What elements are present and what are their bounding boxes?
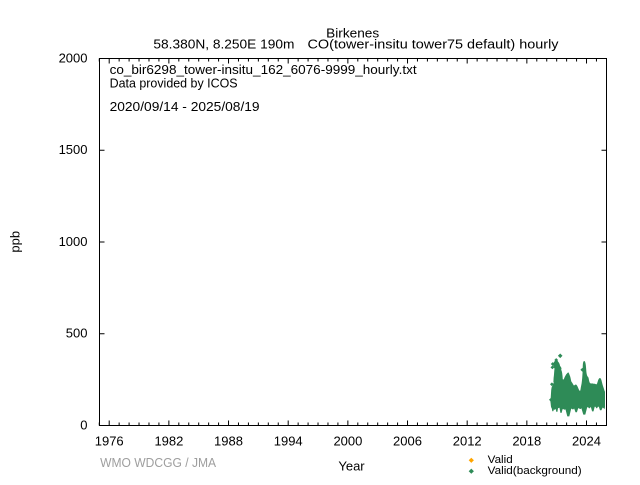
svg-text:2006: 2006 [393, 434, 422, 449]
svg-text:Birkenes: Birkenes [326, 26, 380, 41]
svg-text:500: 500 [66, 326, 88, 341]
svg-text:1982: 1982 [154, 434, 183, 449]
svg-text:Valid(background): Valid(background) [488, 465, 582, 477]
svg-text:2000: 2000 [333, 434, 362, 449]
svg-text:2018: 2018 [512, 434, 541, 449]
svg-text:2024: 2024 [572, 434, 601, 449]
svg-text:1000: 1000 [59, 234, 88, 249]
svg-text:Data provided by ICOS: Data provided by ICOS [110, 75, 238, 90]
svg-text:Year: Year [338, 458, 365, 473]
svg-text:1500: 1500 [59, 142, 88, 157]
svg-text:0: 0 [80, 417, 87, 432]
svg-text:WMO WDCGG / JMA: WMO WDCGG / JMA [100, 455, 216, 470]
svg-text:1988: 1988 [214, 434, 243, 449]
svg-text:co_bir6298_tower-insitu_162_60: co_bir6298_tower-insitu_162_6076-9999_ho… [110, 62, 417, 77]
svg-text:58.380N, 8.250E 190m: 58.380N, 8.250E 190m [153, 37, 294, 52]
svg-text:1994: 1994 [274, 434, 303, 449]
svg-text:1976: 1976 [95, 434, 124, 449]
svg-text:2020/09/14 - 2025/08/19: 2020/09/14 - 2025/08/19 [110, 99, 260, 114]
svg-text:CO(tower-insitu tower75 defaul: CO(tower-insitu tower75 default) hourly [308, 37, 560, 52]
svg-text:ppb: ppb [7, 231, 22, 253]
svg-text:2000: 2000 [59, 50, 88, 65]
svg-text:2012: 2012 [453, 434, 482, 449]
svg-text:Valid: Valid [488, 454, 513, 466]
